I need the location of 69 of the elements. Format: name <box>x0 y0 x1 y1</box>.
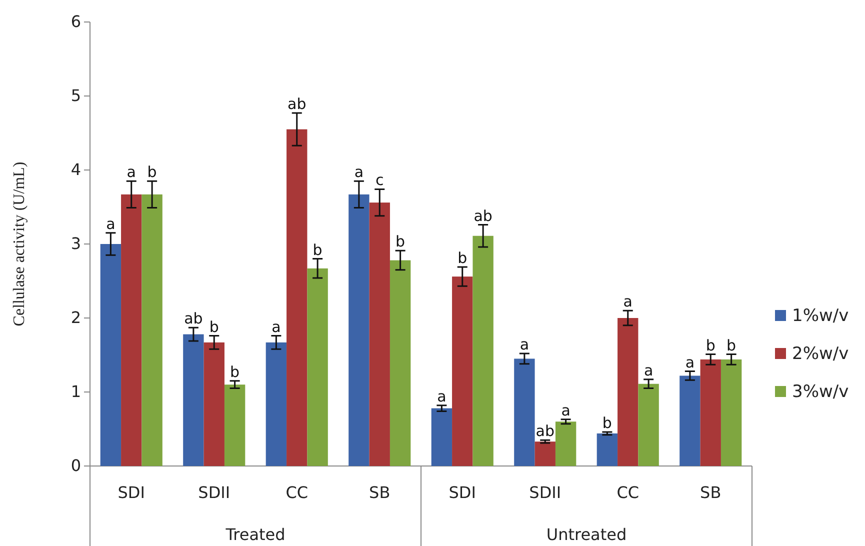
x-tick-label: SB <box>369 483 390 502</box>
bar <box>638 384 659 466</box>
bar <box>534 442 556 466</box>
bar <box>348 194 370 466</box>
x-tick-label: SDI <box>448 483 476 502</box>
data-label: a <box>272 318 281 336</box>
bar <box>266 342 287 466</box>
y-tick-label: 4 <box>70 160 81 180</box>
legend-label: 3%w/v <box>792 382 849 402</box>
data-label: a <box>126 163 136 182</box>
data-label: a <box>644 361 654 380</box>
data-label: b <box>458 248 468 267</box>
bar <box>514 358 535 466</box>
bar <box>307 268 328 466</box>
data-label: ab <box>536 422 554 440</box>
bar <box>452 276 473 466</box>
data-label: ab <box>474 206 492 225</box>
data-label: a <box>623 292 632 311</box>
x-tick-label: SDI <box>118 483 145 502</box>
x-tick-label: SDII <box>198 483 230 502</box>
y-tick-label: 5 <box>70 86 81 106</box>
x-tick-label: SDII <box>529 483 562 502</box>
data-label: b <box>726 336 736 354</box>
y-tick-label: 1 <box>70 382 81 402</box>
bar <box>596 433 618 466</box>
bar <box>618 318 638 466</box>
data-label: ab <box>288 95 306 114</box>
data-label: c <box>376 171 384 190</box>
bar <box>700 359 721 466</box>
text: Treated <box>224 525 286 544</box>
bar <box>142 194 162 466</box>
bar <box>369 202 390 466</box>
x-tick-label: CC <box>616 483 640 502</box>
data-label: a <box>354 163 364 182</box>
legend-label: 2%w/v <box>792 344 849 364</box>
bar <box>390 260 411 466</box>
data-label: b <box>209 318 219 336</box>
bar <box>286 129 308 466</box>
bar <box>100 244 122 466</box>
data-label: ab <box>184 310 203 328</box>
bar <box>720 359 742 466</box>
legend-label: 1%w/v <box>792 306 849 326</box>
bar <box>472 236 494 466</box>
data-label: a <box>437 387 446 406</box>
data-label: a <box>685 353 695 372</box>
data-label: b <box>396 232 406 251</box>
bar <box>204 342 224 466</box>
data-label: a <box>106 214 116 233</box>
data-label: b <box>230 362 240 381</box>
data-label: b <box>602 414 612 432</box>
data-label: a <box>520 336 530 354</box>
data-label: a <box>561 401 570 420</box>
x-tick-label: SB <box>700 483 722 502</box>
data-label: b <box>147 163 157 182</box>
bar <box>431 408 452 466</box>
bar <box>224 384 246 466</box>
x-tick-label: CC <box>286 483 308 502</box>
text: Untreated <box>546 525 627 544</box>
data-label: b <box>706 336 716 354</box>
bar <box>680 376 700 466</box>
y-tick-label: 0 <box>70 456 81 476</box>
y-tick-label: 3 <box>70 234 81 254</box>
bar <box>555 422 576 466</box>
data-label: b <box>312 240 322 259</box>
bar <box>183 334 204 466</box>
y-tick-label: 2 <box>70 308 81 328</box>
y-tick-label: 6 <box>70 12 81 32</box>
y-axis-title: Cellulase activity (U/mL) <box>11 162 28 326</box>
bar <box>121 194 142 466</box>
